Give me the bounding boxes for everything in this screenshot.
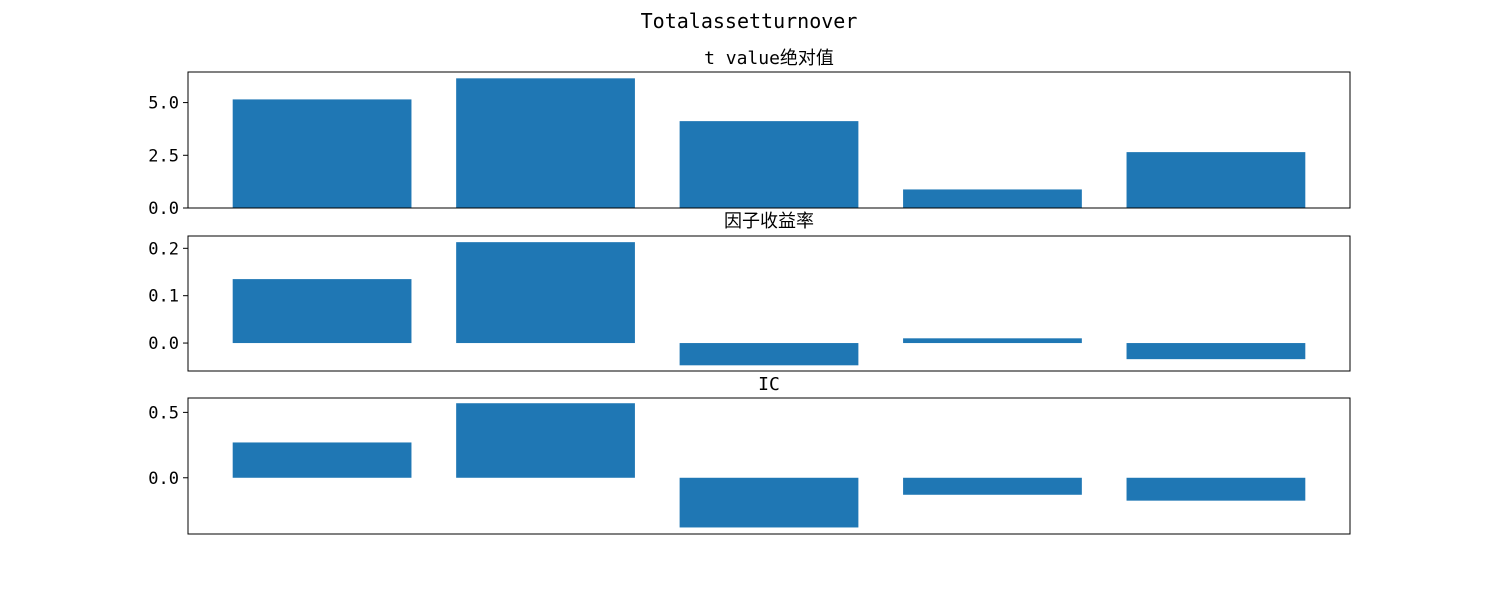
bar-ic-1 — [232, 442, 412, 478]
y-tick-label-t-value-1: 0.0 — [148, 199, 179, 219]
bar-factor-return-5 — [1126, 343, 1306, 360]
y-ticks-factor-return: 0.0 0.1 0.2 — [148, 239, 188, 354]
axes-frame-factor-return — [187, 235, 1351, 372]
bar-ic-3 — [679, 477, 859, 528]
panel-title-ic: IC — [758, 374, 780, 395]
bar-t-value-2 — [456, 78, 635, 208]
panel-factor-return: 因子收益率 0.0 0.1 0.2 — [148, 211, 1351, 372]
bar-factor-return-3 — [679, 343, 859, 366]
y-ticks-t-value: 0.0 2.5 5.0 — [148, 94, 188, 219]
panel-title-factor-return: 因子收益率 — [724, 211, 814, 232]
figure-title: Totalassetturnover — [641, 9, 858, 33]
bar-factor-return-1 — [232, 279, 412, 344]
y-tick-label-factor-return-1: 0.0 — [148, 334, 179, 354]
bar-t-value-3 — [679, 121, 859, 208]
y-tick-label-t-value-3: 5.0 — [148, 94, 179, 114]
panel-t-value: t value绝对值 0.0 2.5 5.0 — [148, 48, 1351, 219]
y-tick-label-factor-return-2: 0.1 — [148, 287, 179, 307]
bar-t-value-5 — [1126, 152, 1306, 208]
bars-t-value — [232, 78, 1306, 208]
y-ticks-ic: 0.0 0.5 — [148, 403, 188, 489]
axes-frame-ic — [187, 397, 1351, 535]
bar-ic-4 — [903, 477, 1082, 495]
bars-factor-return — [232, 242, 1306, 366]
bars-ic — [232, 403, 1306, 528]
panel-ic: IC 0.0 0.5 — [148, 374, 1351, 535]
y-tick-label-factor-return-3: 0.2 — [148, 239, 179, 259]
y-tick-label-ic-2: 0.5 — [148, 403, 179, 423]
axes-frame-t-value — [187, 71, 1351, 209]
bar-factor-return-2 — [456, 242, 635, 344]
bar-factor-return-4 — [903, 338, 1082, 344]
y-tick-label-t-value-2: 2.5 — [148, 146, 179, 166]
bar-ic-2 — [456, 403, 635, 478]
panel-title-t-value: t value绝对值 — [704, 48, 834, 69]
bar-t-value-1 — [232, 99, 412, 208]
bar-t-value-4 — [903, 189, 1082, 208]
bar-ic-5 — [1126, 477, 1306, 501]
y-tick-label-ic-1: 0.0 — [148, 469, 179, 489]
